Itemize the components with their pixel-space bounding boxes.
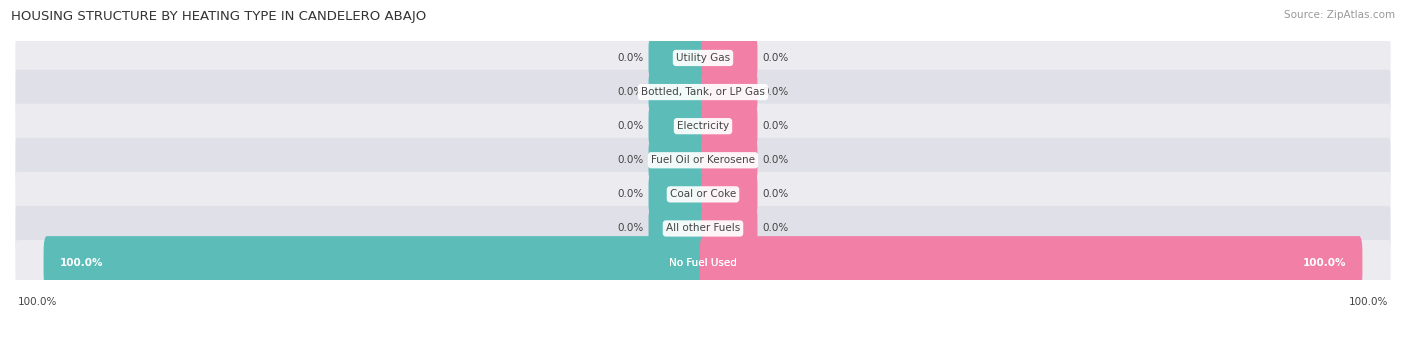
FancyBboxPatch shape	[15, 138, 1391, 183]
Text: HOUSING STRUCTURE BY HEATING TYPE IN CANDELERO ABAJO: HOUSING STRUCTURE BY HEATING TYPE IN CAN…	[11, 10, 426, 23]
FancyBboxPatch shape	[700, 236, 1362, 289]
FancyBboxPatch shape	[648, 107, 704, 146]
FancyBboxPatch shape	[44, 236, 706, 289]
FancyBboxPatch shape	[648, 209, 704, 248]
FancyBboxPatch shape	[648, 175, 704, 214]
FancyBboxPatch shape	[648, 73, 704, 112]
Text: 0.0%: 0.0%	[762, 223, 789, 234]
FancyBboxPatch shape	[15, 240, 1391, 285]
FancyBboxPatch shape	[15, 35, 1391, 80]
Text: Bottled, Tank, or LP Gas: Bottled, Tank, or LP Gas	[641, 87, 765, 97]
Text: Coal or Coke: Coal or Coke	[669, 189, 737, 199]
Text: No Fuel Used: No Fuel Used	[669, 257, 737, 268]
Text: Fuel Oil or Kerosene: Fuel Oil or Kerosene	[651, 155, 755, 165]
Text: 0.0%: 0.0%	[617, 189, 644, 199]
FancyBboxPatch shape	[15, 104, 1391, 149]
Text: No Fuel Used: No Fuel Used	[669, 257, 737, 268]
Text: Electricity: Electricity	[676, 121, 730, 131]
Text: 0.0%: 0.0%	[762, 87, 789, 97]
FancyBboxPatch shape	[15, 70, 1391, 115]
Text: 100.0%: 100.0%	[60, 257, 104, 268]
FancyBboxPatch shape	[15, 172, 1391, 217]
Text: All other Fuels: All other Fuels	[666, 223, 740, 234]
FancyBboxPatch shape	[15, 206, 1391, 251]
Text: Utility Gas: Utility Gas	[676, 53, 730, 63]
Text: 0.0%: 0.0%	[762, 155, 789, 165]
Text: 0.0%: 0.0%	[617, 121, 644, 131]
Text: 0.0%: 0.0%	[617, 223, 644, 234]
Text: 0.0%: 0.0%	[617, 87, 644, 97]
Text: 100.0%: 100.0%	[1350, 297, 1389, 307]
FancyBboxPatch shape	[648, 39, 704, 78]
Text: 0.0%: 0.0%	[762, 53, 789, 63]
FancyBboxPatch shape	[702, 141, 758, 180]
Text: 0.0%: 0.0%	[762, 121, 789, 131]
Text: 100.0%: 100.0%	[1302, 257, 1346, 268]
Text: 0.0%: 0.0%	[762, 189, 789, 199]
Text: 0.0%: 0.0%	[617, 53, 644, 63]
FancyBboxPatch shape	[702, 175, 758, 214]
FancyBboxPatch shape	[702, 73, 758, 112]
Text: Source: ZipAtlas.com: Source: ZipAtlas.com	[1284, 10, 1395, 20]
Text: 100.0%: 100.0%	[17, 297, 56, 307]
FancyBboxPatch shape	[702, 209, 758, 248]
FancyBboxPatch shape	[648, 141, 704, 180]
FancyBboxPatch shape	[702, 39, 758, 78]
FancyBboxPatch shape	[702, 107, 758, 146]
Text: 0.0%: 0.0%	[617, 155, 644, 165]
